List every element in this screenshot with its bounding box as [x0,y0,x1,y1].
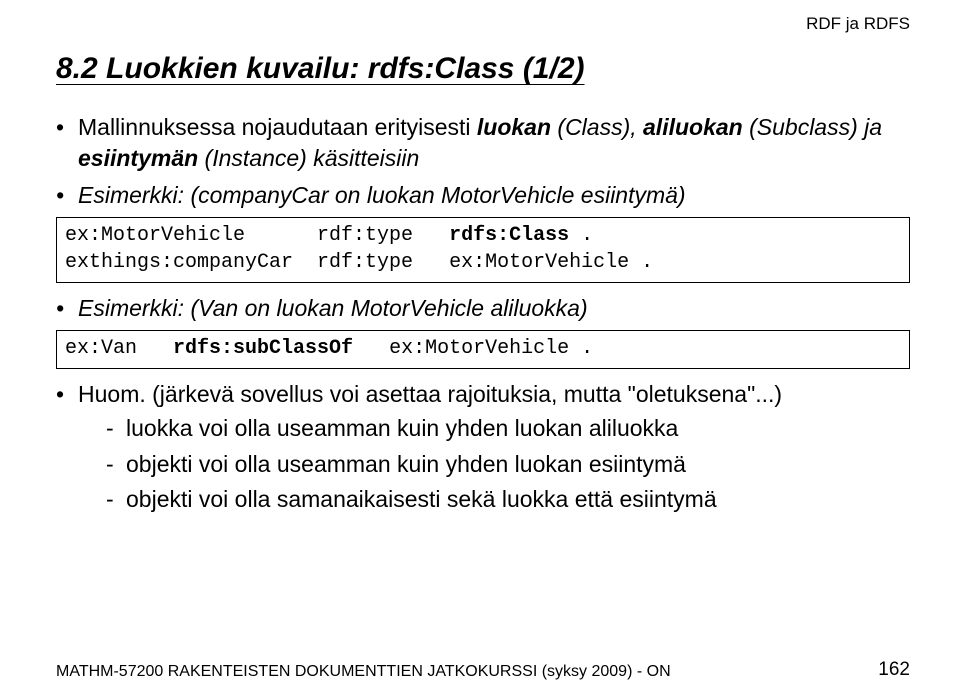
bullet-item-2: Esimerkki: (companyCar on luokan MotorVe… [56,180,910,211]
document-page: RDF ja RDFS 8.2 Luokkien kuvailu: rdfs:C… [0,0,960,699]
dash-item-1: luokka voi olla useamman kuin yhden luok… [106,412,910,445]
term-luokan: luokan [477,114,551,140]
footer-course: MATHM-57200 RAKENTEISTEN DOKUMENTTIEN JA… [56,663,671,681]
code-2a: ex:Van [65,337,173,360]
page-number: 162 [878,659,910,681]
term-esiintyman: esiintymän [78,145,198,171]
header-topic: RDF ja RDFS [806,14,910,34]
bullet-item-4: Huom. (järkevä sovellus voi asettaa rajo… [56,379,910,516]
code-line-2: exthings:companyCar rdf:type ex:MotorVeh… [65,251,653,274]
bullet-list: Mallinnuksessa nojaudutaan erityisesti l… [56,112,910,211]
dash-item-3: objekti voi olla samanaikaisesti sekä lu… [106,483,910,516]
code-line-1a: ex:MotorVehicle rdf:type [65,224,449,247]
text: (Instance) käsitteisiin [198,145,419,171]
bullet-list-3: Huom. (järkevä sovellus voi asettaa rajo… [56,379,910,516]
bullet-item-3: Esimerkki: (Van on luokan MotorVehicle a… [56,293,910,324]
code-line-1c: . [569,224,593,247]
text: (Class), [551,114,643,140]
code-2c: ex:MotorVehicle . [353,337,593,360]
dash-item-2: objekti voi olla useamman kuin yhden luo… [106,448,910,481]
bullet-item-1: Mallinnuksessa nojaudutaan erityisesti l… [56,112,910,174]
term-aliluokan: aliluokan [643,114,743,140]
text: Huom. (järkevä sovellus voi asettaa rajo… [78,381,782,407]
code-rdfs-class: rdfs:Class [449,224,569,247]
bullet-list-2: Esimerkki: (Van on luokan MotorVehicle a… [56,293,910,324]
text: (Subclass) ja [743,114,882,140]
dash-list: luokka voi olla useamman kuin yhden luok… [106,412,910,516]
page-title: 8.2 Luokkien kuvailu: rdfs:Class (1/2) [56,52,910,86]
text: Mallinnuksessa nojaudutaan erityisesti [78,114,477,140]
code-block-1: ex:MotorVehicle rdf:type rdfs:Class . ex… [56,217,910,283]
code-subclassof: rdfs:subClassOf [173,337,353,360]
code-block-2: ex:Van rdfs:subClassOf ex:MotorVehicle . [56,330,910,369]
